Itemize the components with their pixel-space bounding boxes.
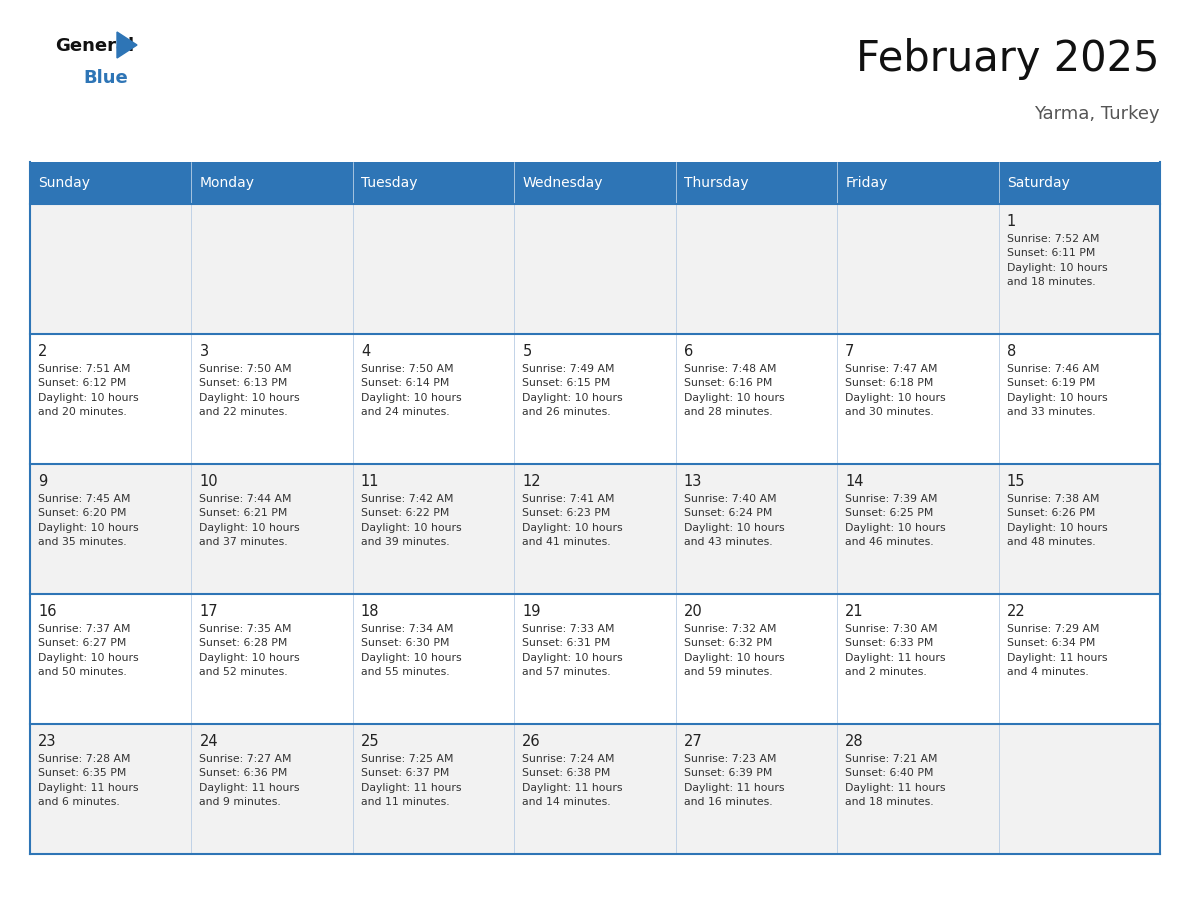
- Text: Sunrise: 7:37 AM
Sunset: 6:27 PM
Daylight: 10 hours
and 50 minutes.: Sunrise: 7:37 AM Sunset: 6:27 PM Dayligh…: [38, 624, 139, 677]
- Text: 28: 28: [845, 734, 864, 749]
- Text: Sunrise: 7:44 AM
Sunset: 6:21 PM
Daylight: 10 hours
and 37 minutes.: Sunrise: 7:44 AM Sunset: 6:21 PM Dayligh…: [200, 494, 301, 547]
- Text: 27: 27: [684, 734, 702, 749]
- Text: 23: 23: [38, 734, 57, 749]
- Text: Sunrise: 7:51 AM
Sunset: 6:12 PM
Daylight: 10 hours
and 20 minutes.: Sunrise: 7:51 AM Sunset: 6:12 PM Dayligh…: [38, 364, 139, 417]
- Text: Sunrise: 7:45 AM
Sunset: 6:20 PM
Daylight: 10 hours
and 35 minutes.: Sunrise: 7:45 AM Sunset: 6:20 PM Dayligh…: [38, 494, 139, 547]
- Polygon shape: [116, 32, 137, 58]
- Text: Thursday: Thursday: [684, 176, 748, 190]
- Text: Sunrise: 7:21 AM
Sunset: 6:40 PM
Daylight: 11 hours
and 18 minutes.: Sunrise: 7:21 AM Sunset: 6:40 PM Dayligh…: [845, 754, 946, 807]
- Text: Sunrise: 7:38 AM
Sunset: 6:26 PM
Daylight: 10 hours
and 48 minutes.: Sunrise: 7:38 AM Sunset: 6:26 PM Dayligh…: [1006, 494, 1107, 547]
- Text: 1: 1: [1006, 214, 1016, 229]
- Text: Sunrise: 7:52 AM
Sunset: 6:11 PM
Daylight: 10 hours
and 18 minutes.: Sunrise: 7:52 AM Sunset: 6:11 PM Dayligh…: [1006, 234, 1107, 287]
- Text: Sunrise: 7:24 AM
Sunset: 6:38 PM
Daylight: 11 hours
and 14 minutes.: Sunrise: 7:24 AM Sunset: 6:38 PM Dayligh…: [523, 754, 623, 807]
- Bar: [30, 724, 1159, 854]
- Text: Sunday: Sunday: [38, 176, 90, 190]
- Text: 3: 3: [200, 344, 209, 359]
- Text: 20: 20: [684, 604, 702, 619]
- Text: Monday: Monday: [200, 176, 254, 190]
- Text: 14: 14: [845, 474, 864, 489]
- Bar: [30, 334, 1159, 464]
- Text: Saturday: Saturday: [1006, 176, 1069, 190]
- Text: 22: 22: [1006, 604, 1025, 619]
- Text: Sunrise: 7:50 AM
Sunset: 6:13 PM
Daylight: 10 hours
and 22 minutes.: Sunrise: 7:50 AM Sunset: 6:13 PM Dayligh…: [200, 364, 301, 417]
- Text: 15: 15: [1006, 474, 1025, 489]
- Text: Sunrise: 7:30 AM
Sunset: 6:33 PM
Daylight: 11 hours
and 2 minutes.: Sunrise: 7:30 AM Sunset: 6:33 PM Dayligh…: [845, 624, 946, 677]
- Text: 9: 9: [38, 474, 48, 489]
- Text: Sunrise: 7:32 AM
Sunset: 6:32 PM
Daylight: 10 hours
and 59 minutes.: Sunrise: 7:32 AM Sunset: 6:32 PM Dayligh…: [684, 624, 784, 677]
- Text: Sunrise: 7:35 AM
Sunset: 6:28 PM
Daylight: 10 hours
and 52 minutes.: Sunrise: 7:35 AM Sunset: 6:28 PM Dayligh…: [200, 624, 301, 677]
- Text: 12: 12: [523, 474, 541, 489]
- Text: 21: 21: [845, 604, 864, 619]
- Text: 4: 4: [361, 344, 371, 359]
- Text: Yarma, Turkey: Yarma, Turkey: [1035, 105, 1159, 123]
- Text: 5: 5: [523, 344, 531, 359]
- Text: Blue: Blue: [83, 69, 128, 87]
- Text: Sunrise: 7:42 AM
Sunset: 6:22 PM
Daylight: 10 hours
and 39 minutes.: Sunrise: 7:42 AM Sunset: 6:22 PM Dayligh…: [361, 494, 462, 547]
- Text: Sunrise: 7:34 AM
Sunset: 6:30 PM
Daylight: 10 hours
and 55 minutes.: Sunrise: 7:34 AM Sunset: 6:30 PM Dayligh…: [361, 624, 462, 677]
- Text: Sunrise: 7:48 AM
Sunset: 6:16 PM
Daylight: 10 hours
and 28 minutes.: Sunrise: 7:48 AM Sunset: 6:16 PM Dayligh…: [684, 364, 784, 417]
- Text: Sunrise: 7:33 AM
Sunset: 6:31 PM
Daylight: 10 hours
and 57 minutes.: Sunrise: 7:33 AM Sunset: 6:31 PM Dayligh…: [523, 624, 623, 677]
- Bar: [30, 464, 1159, 594]
- Text: Sunrise: 7:27 AM
Sunset: 6:36 PM
Daylight: 11 hours
and 9 minutes.: Sunrise: 7:27 AM Sunset: 6:36 PM Dayligh…: [200, 754, 301, 807]
- Text: Sunrise: 7:50 AM
Sunset: 6:14 PM
Daylight: 10 hours
and 24 minutes.: Sunrise: 7:50 AM Sunset: 6:14 PM Dayligh…: [361, 364, 462, 417]
- Text: 6: 6: [684, 344, 693, 359]
- Text: Sunrise: 7:28 AM
Sunset: 6:35 PM
Daylight: 11 hours
and 6 minutes.: Sunrise: 7:28 AM Sunset: 6:35 PM Dayligh…: [38, 754, 139, 807]
- Text: 26: 26: [523, 734, 541, 749]
- Bar: [30, 204, 1159, 334]
- Text: 10: 10: [200, 474, 219, 489]
- Bar: [30, 594, 1159, 724]
- Text: Sunrise: 7:47 AM
Sunset: 6:18 PM
Daylight: 10 hours
and 30 minutes.: Sunrise: 7:47 AM Sunset: 6:18 PM Dayligh…: [845, 364, 946, 417]
- Text: February 2025: February 2025: [857, 38, 1159, 80]
- Text: 16: 16: [38, 604, 57, 619]
- Text: 11: 11: [361, 474, 379, 489]
- Text: Sunrise: 7:39 AM
Sunset: 6:25 PM
Daylight: 10 hours
and 46 minutes.: Sunrise: 7:39 AM Sunset: 6:25 PM Dayligh…: [845, 494, 946, 547]
- Text: Wednesday: Wednesday: [523, 176, 602, 190]
- Text: Friday: Friday: [845, 176, 887, 190]
- Text: 7: 7: [845, 344, 854, 359]
- Text: 18: 18: [361, 604, 379, 619]
- Text: General: General: [55, 37, 134, 55]
- Text: Sunrise: 7:29 AM
Sunset: 6:34 PM
Daylight: 11 hours
and 4 minutes.: Sunrise: 7:29 AM Sunset: 6:34 PM Dayligh…: [1006, 624, 1107, 677]
- Text: Sunrise: 7:49 AM
Sunset: 6:15 PM
Daylight: 10 hours
and 26 minutes.: Sunrise: 7:49 AM Sunset: 6:15 PM Dayligh…: [523, 364, 623, 417]
- Bar: [30, 162, 1159, 204]
- Text: 2: 2: [38, 344, 48, 359]
- Text: Sunrise: 7:23 AM
Sunset: 6:39 PM
Daylight: 11 hours
and 16 minutes.: Sunrise: 7:23 AM Sunset: 6:39 PM Dayligh…: [684, 754, 784, 807]
- Text: Sunrise: 7:40 AM
Sunset: 6:24 PM
Daylight: 10 hours
and 43 minutes.: Sunrise: 7:40 AM Sunset: 6:24 PM Dayligh…: [684, 494, 784, 547]
- Text: Sunrise: 7:41 AM
Sunset: 6:23 PM
Daylight: 10 hours
and 41 minutes.: Sunrise: 7:41 AM Sunset: 6:23 PM Dayligh…: [523, 494, 623, 547]
- Text: 8: 8: [1006, 344, 1016, 359]
- Text: 13: 13: [684, 474, 702, 489]
- Text: 24: 24: [200, 734, 219, 749]
- Text: Tuesday: Tuesday: [361, 176, 417, 190]
- Text: 17: 17: [200, 604, 219, 619]
- Text: 25: 25: [361, 734, 379, 749]
- Text: Sunrise: 7:46 AM
Sunset: 6:19 PM
Daylight: 10 hours
and 33 minutes.: Sunrise: 7:46 AM Sunset: 6:19 PM Dayligh…: [1006, 364, 1107, 417]
- Text: Sunrise: 7:25 AM
Sunset: 6:37 PM
Daylight: 11 hours
and 11 minutes.: Sunrise: 7:25 AM Sunset: 6:37 PM Dayligh…: [361, 754, 461, 807]
- Text: 19: 19: [523, 604, 541, 619]
